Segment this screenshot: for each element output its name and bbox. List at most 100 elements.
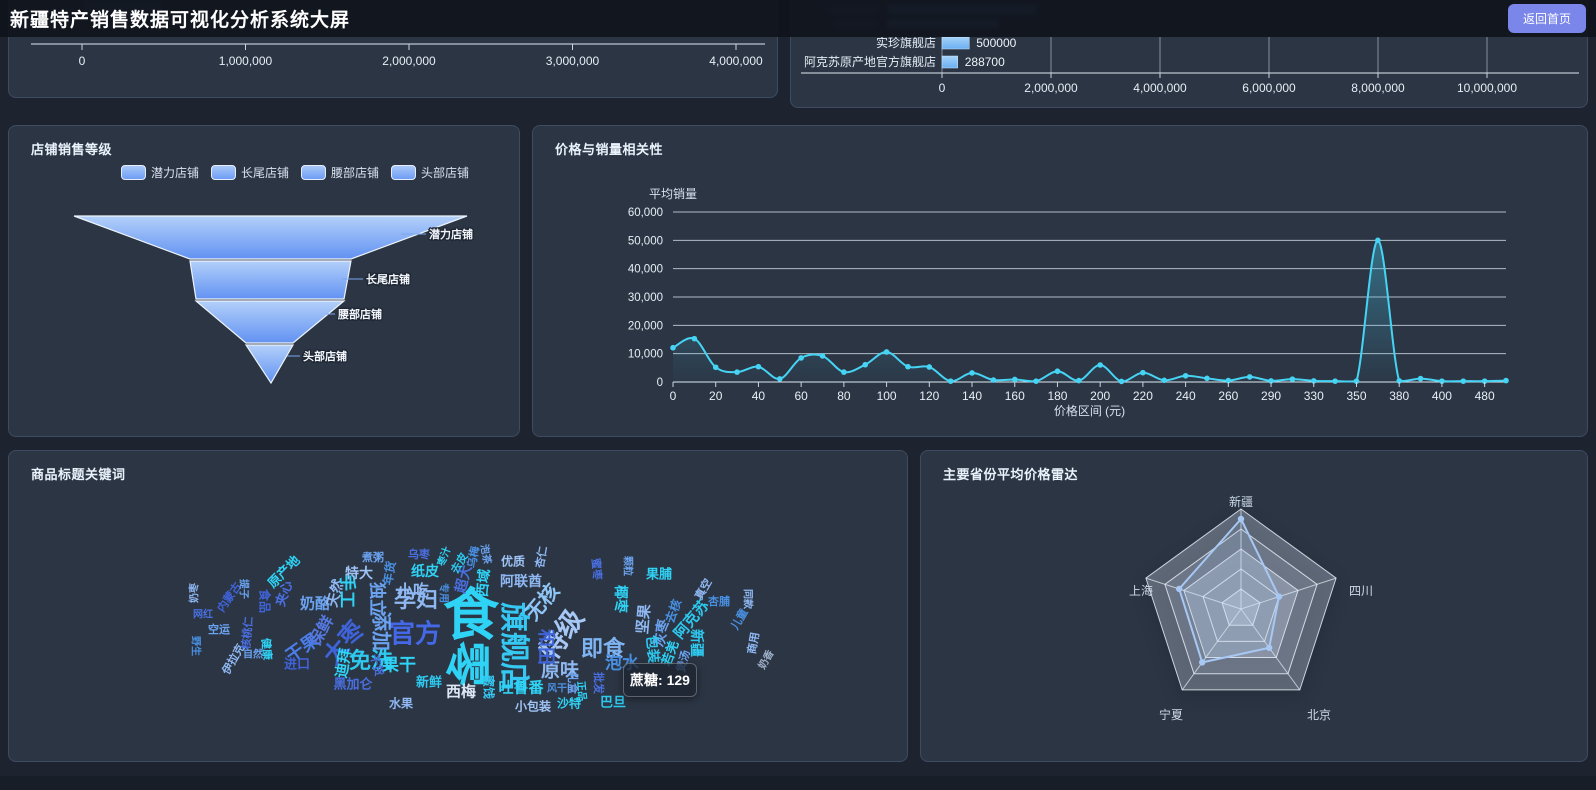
x-axis-ticks: 0 1,000,000 2,000,000 3,000,000 4,000,000 — [79, 44, 763, 68]
legend-marker-icon — [391, 165, 417, 180]
svg-text:330: 330 — [1304, 389, 1324, 403]
wordcloud-word[interactable]: 奶酪 — [299, 595, 331, 613]
wordcloud-word[interactable]: 食 — [443, 583, 499, 647]
wordcloud-word[interactable]: 核桃仁 — [240, 616, 256, 651]
svg-text:180: 180 — [1047, 389, 1067, 403]
bar-row[interactable]: 实珍旗舰店 500000 — [876, 35, 1017, 50]
x-axis-title: 价格区间 (元) — [1054, 403, 1125, 418]
wordcloud-word[interactable]: 原味 — [540, 660, 580, 682]
wordcloud-word[interactable]: 杏脯 — [708, 596, 730, 608]
line-markers — [670, 237, 1509, 385]
svg-text:3,000,000: 3,000,000 — [546, 54, 600, 68]
wordcloud-word[interactable]: 新疆 — [689, 629, 705, 657]
wordcloud-word[interactable]: 网红 — [193, 609, 213, 621]
wordcloud-word[interactable]: 即食 — [580, 636, 626, 661]
wordcloud-word[interactable]: 泡茶 — [477, 543, 493, 566]
funnel-segment[interactable] — [189, 260, 352, 300]
tooltip-text: 蔗糖: 129 — [630, 672, 690, 688]
wordcloud-word[interactable]: 和田 — [536, 629, 556, 665]
wordcloud-word[interactable]: 沙特 — [556, 696, 582, 711]
wordcloud-word[interactable]: 水果 — [388, 696, 414, 711]
wordcloud-word[interactable]: 健康 — [259, 637, 273, 661]
wordcloud-word[interactable]: 同款 — [741, 589, 753, 609]
panel-title: 价格与销量相关性 — [555, 142, 664, 157]
legend-item-head[interactable]: 头部店铺 — [391, 164, 469, 181]
svg-text:20: 20 — [709, 389, 723, 403]
top-right-bar-chart[interactable]: 0 2,000,000 4,000,000 6,000,000 8,000,000 10,… — [791, 0, 1588, 108]
svg-text:60: 60 — [794, 389, 808, 403]
wordcloud-word[interactable]: 官方 — [388, 618, 442, 649]
wordcloud-word[interactable]: 杏仁 — [534, 545, 550, 570]
svg-text:1,000,000: 1,000,000 — [219, 54, 273, 68]
svg-text:实珍旗舰店: 实珍旗舰店 — [876, 35, 936, 50]
wordcloud-word[interactable]: 新鲜 — [415, 674, 443, 690]
wordcloud-word[interactable]: 煮粥 — [362, 552, 384, 564]
x-axis-ticks: 0 2,000,000 4,000,000 6,000,000 8,000,000 10,… — [939, 73, 1517, 95]
wordcloud-word[interactable]: 颗粒 — [621, 556, 633, 576]
svg-text:新疆: 新疆 — [1229, 494, 1253, 509]
legend-item-waist[interactable]: 腰部店铺 — [301, 164, 379, 181]
wordcloud-word[interactable]: 独立 — [367, 582, 387, 616]
panel-price-sales-correlation: 价格与销量相关性 60,000 50,000 40,000 30,000 20,000 1… — [532, 125, 1588, 437]
wordcloud-word[interactable]: 免洗 — [348, 648, 394, 673]
wordcloud-word[interactable]: 特大 — [345, 565, 373, 581]
funnel-segment[interactable] — [244, 344, 295, 385]
wordcloud-word[interactable]: 批发 — [592, 672, 604, 694]
wordcloud-word[interactable]: 黑加仑 — [333, 676, 373, 692]
wordcloud-word[interactable]: 西域 — [473, 568, 493, 598]
wordcloud-word[interactable]: 西梅 — [445, 683, 477, 701]
wordcloud-word[interactable]: 优质 — [500, 554, 526, 569]
svg-text:20,000: 20,000 — [628, 320, 663, 332]
svg-text:阿克苏原产地官方旗舰店: 阿克苏原产地官方旗舰店 — [804, 54, 936, 69]
x-axis-ticks: 0 20 40 60 80 100 120 140 160 180 200 220 240 260 290 3… — [670, 382, 1495, 403]
svg-text:120: 120 — [919, 389, 939, 403]
wordcloud-word[interactable]: 正品 — [574, 680, 588, 702]
panel-store-sales-level: 店铺销售等级 潜力店铺 长尾店铺 腰部店铺 头部店铺 潜力店铺 长尾店铺 腰部店铺头… — [8, 125, 520, 437]
wordcloud-word[interactable]: 风干 — [547, 683, 567, 695]
legend-item-longtail[interactable]: 长尾店铺 — [211, 164, 289, 181]
panel-title: 商品标题关键词 — [31, 467, 126, 482]
wordcloud-word[interactable]: 野生 — [189, 636, 201, 656]
funnel-legend: 潜力店铺 长尾店铺 腰部店铺 头部店铺 — [121, 164, 469, 181]
wordcloud-word[interactable]: 吐鲁番 — [498, 679, 544, 697]
wordcloud-word[interactable]: 阿联酋 — [500, 573, 542, 589]
wordcloud-word[interactable]: 乌枣 — [408, 549, 430, 561]
line-chart[interactable]: 60,000 50,000 40,000 30,000 20,000 10,000 0 平均销… — [533, 126, 1588, 437]
svg-text:50,000: 50,000 — [628, 235, 663, 247]
wordcloud-word[interactable]: 椰枣 — [613, 585, 629, 613]
wordcloud-word[interactable]: 蜜饯 — [481, 674, 496, 700]
wordcloud-word[interactable]: 提子 — [237, 579, 249, 599]
wordcloud-word[interactable]: 纸皮 — [411, 563, 439, 579]
svg-text:220: 220 — [1133, 389, 1153, 403]
wordcloud-word[interactable]: 果脯 — [645, 566, 673, 582]
funnel-segment[interactable] — [194, 300, 346, 344]
wordcloud-word[interactable]: 空运 — [208, 624, 230, 636]
wordcloud-word[interactable]: 奶枣 — [189, 583, 201, 603]
radar-data-polygon[interactable] — [1178, 517, 1281, 664]
bar-row[interactable]: 阿克苏原产地官方旗舰店 288700 — [804, 54, 1005, 69]
legend-item-potential[interactable]: 潜力店铺 — [121, 164, 199, 181]
funnel-segment[interactable] — [73, 215, 468, 260]
wordcloud-word[interactable]: 小吃 — [396, 583, 430, 600]
top-left-bar-axis[interactable]: 0 1,000,000 2,000,000 3,000,000 4,000,000 — [9, 0, 778, 98]
svg-text:30,000: 30,000 — [628, 292, 663, 304]
wordcloud-word[interactable]: 专用 — [437, 583, 449, 603]
svg-text:2,000,000: 2,000,000 — [382, 54, 436, 68]
wordcloud-word[interactable]: 自然 — [243, 649, 263, 661]
back-home-button[interactable]: 返回首页 — [1507, 4, 1586, 33]
svg-text:288700: 288700 — [965, 55, 1005, 69]
wordcloud[interactable]: 食零旗舰店 特级 官方 孕妇 添加 免洗 大枣 干果 保鲜 无核 即食 原味 和田 泡水 果干 西梅 吐鲁番 蜜饯… — [9, 451, 907, 761]
wordcloud-word[interactable]: 进口 — [283, 656, 311, 672]
svg-text:6,000,000: 6,000,000 — [1242, 81, 1296, 95]
svg-text:240: 240 — [1176, 389, 1196, 403]
wordcloud-word[interactable]: 小包装 — [514, 699, 552, 714]
svg-text:380: 380 — [1389, 389, 1409, 403]
wordcloud-word[interactable]: 果干 — [382, 655, 416, 675]
wordcloud-word[interactable]: 儿童 — [729, 606, 751, 633]
wordcloud-word[interactable]: 蜜枣 — [589, 557, 603, 581]
wordcloud-word[interactable]: 孕妇 — [393, 587, 439, 612]
wordcloud-word[interactable]: 巴旦 — [599, 694, 627, 710]
